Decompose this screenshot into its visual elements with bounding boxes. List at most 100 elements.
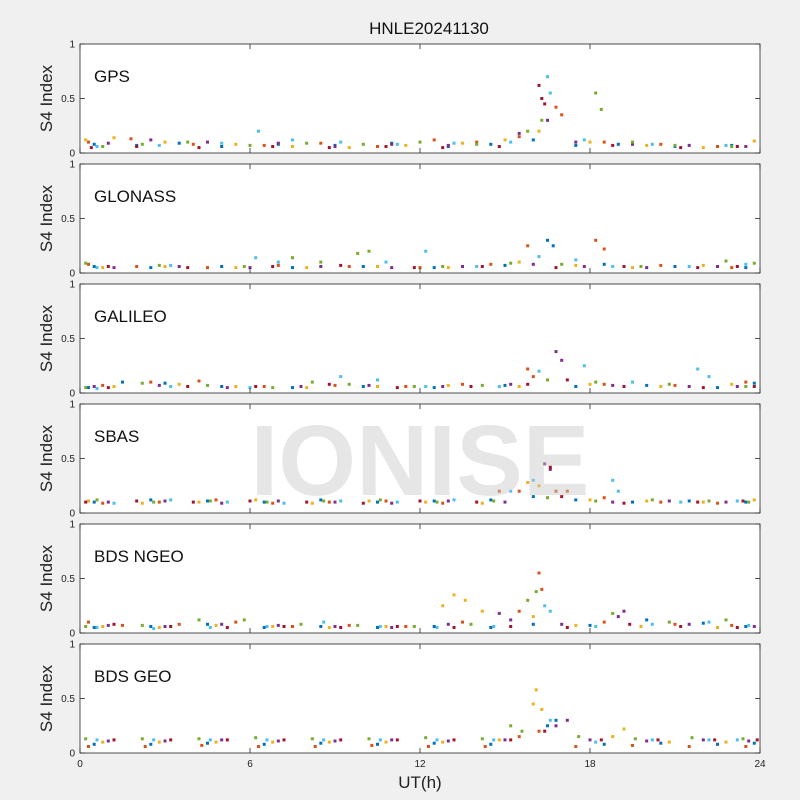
data-point [271,145,275,148]
data-point [395,142,399,146]
data-point [347,265,351,268]
data-point [257,745,260,748]
data-point [631,140,634,144]
data-point [517,260,521,264]
data-point [291,625,294,628]
data-point [622,727,626,731]
data-point [492,499,496,503]
data-point [149,498,153,502]
data-point [384,625,388,628]
data-point [376,378,379,382]
panel-4: 0 0.5 1 SBAS S4 Index [37,400,761,520]
data-point [305,141,309,145]
data-point [755,738,759,742]
data-point [741,499,745,503]
data-point [531,702,535,706]
data-point [432,386,436,390]
data-point [537,129,541,133]
y-axis-label: S4 Index [37,424,56,492]
data-point [376,385,379,388]
data-point [208,738,212,742]
data-point [716,386,719,390]
y-axis-label: S4 Index [37,664,56,732]
data-point [560,262,564,266]
data-point [384,145,388,148]
panel-2: 0 0.5 1 GLONASS S4 Index [37,160,761,280]
data-point [716,626,719,629]
data-point [265,738,269,742]
data-point [696,367,700,371]
data-point [744,380,748,384]
data-point [220,622,224,626]
y-tick-label: 1 [69,160,75,171]
data-point [509,625,513,628]
panel-title: GALILEO [94,307,167,326]
data-point [565,489,569,493]
data-point [313,745,317,748]
data-point [628,622,632,626]
data-point [92,500,96,504]
data-point [724,740,728,744]
data-point [271,501,275,505]
data-point [497,611,501,615]
data-point [225,500,229,504]
data-point [262,626,266,629]
data-point [305,500,309,504]
data-point [376,742,379,746]
data-point [163,625,167,628]
data-point [112,738,116,742]
data-point [432,741,436,745]
data-point [432,499,436,503]
data-point [333,625,337,628]
data-point [140,623,144,627]
data-point [701,500,705,504]
data-point [424,249,428,253]
data-point [602,247,606,251]
data-point [452,593,456,597]
data-point [724,259,728,263]
data-point [594,625,598,628]
data-point [220,738,224,742]
data-point [747,500,751,504]
data-point [356,623,360,627]
data-point [446,622,450,626]
data-point [611,735,615,739]
panel-6: 0 0.5 1 0 6 12 18 24 BDS GEO S4 Index [37,640,766,771]
data-point [169,625,173,628]
data-point [361,265,365,268]
data-point [262,385,266,388]
data-point [163,499,167,503]
data-point [517,135,521,139]
data-point [95,266,99,270]
y-tick-label: 1 [69,520,75,531]
data-point [554,266,558,270]
data-point [540,97,544,100]
data-point [602,742,606,746]
data-point [319,265,323,268]
data-point [534,688,538,692]
data-point [254,498,258,502]
data-point [526,598,530,602]
data-point [679,625,683,628]
data-point [310,501,314,505]
data-point [208,626,212,629]
data-point [435,626,439,629]
data-point [716,265,719,268]
data-point [645,739,649,743]
data-point [631,380,634,384]
data-point [489,142,493,146]
data-point [367,737,371,741]
data-point [169,498,173,502]
data-point [299,385,303,388]
data-point [129,137,133,141]
data-point [531,615,535,619]
data-point [140,381,144,385]
data-point [339,140,343,144]
data-point [376,626,379,629]
data-point [157,263,161,267]
data-point [517,385,521,388]
data-point [197,737,201,741]
data-point [412,625,416,628]
data-point [540,707,544,711]
data-point [446,739,450,743]
